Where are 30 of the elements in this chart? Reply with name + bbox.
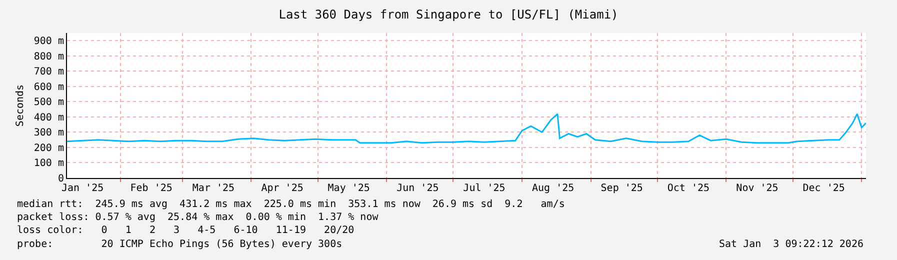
x-tick-label: Dec '25 [802, 183, 845, 194]
x-tick-label: Oct '25 [667, 183, 710, 194]
text: probe: 20 ICMP Echo Pings (56 Bytes) every 300s [17, 239, 342, 250]
y-tick-label: 0 [58, 174, 64, 184]
chart-title: Last 360 Days from Singapore to [US/FL] (Miami) [278, 8, 618, 22]
text: packet loss: 0.57 % avg 25.84 % max 0.00 % min 1.37 % now [17, 212, 380, 223]
x-tick-label: Mar '25 [192, 183, 235, 194]
x-tick-label: Feb '25 [130, 183, 172, 194]
y-axis-title: Seconds [14, 84, 26, 127]
y-tick-label: 900 m [34, 36, 64, 48]
x-tick-label: May '25 [328, 183, 370, 194]
text: Sat Jan 3 09:22:12 2026 [719, 239, 864, 250]
y-tick-label: 600 m [34, 82, 64, 93]
text: median rtt: 245.9 ms avg 431.2 ms max 225.0 ms min 353.1 ms now 26.9 ms sd 9.2 am/s [17, 199, 565, 210]
x-tick-label: Jun '25 [396, 183, 439, 194]
y-tick-label: 300 m [34, 128, 64, 139]
y-tick-label: 800 m [34, 51, 64, 62]
x-tick-label: Aug '25 [532, 183, 574, 194]
y-tick-label: 500 m [34, 97, 64, 108]
y-tick-label: 200 m [34, 142, 64, 154]
x-tick-label: Jan '25 [61, 183, 104, 194]
x-tick-label: Jul '25 [463, 183, 506, 194]
line-series [67, 113, 866, 144]
y-tick-label: 100 m [34, 158, 64, 170]
x-tick-label: Nov '25 [736, 183, 778, 194]
y-tick-label: 400 m [34, 112, 64, 124]
text: loss color: 0 1 2 3 4-5 6-10 11-19 20/20 [17, 225, 354, 236]
x-tick-label: Sep '25 [600, 183, 643, 194]
y-tick-label: 700 m [34, 66, 64, 78]
x-tick-label: Apr '25 [261, 183, 304, 194]
